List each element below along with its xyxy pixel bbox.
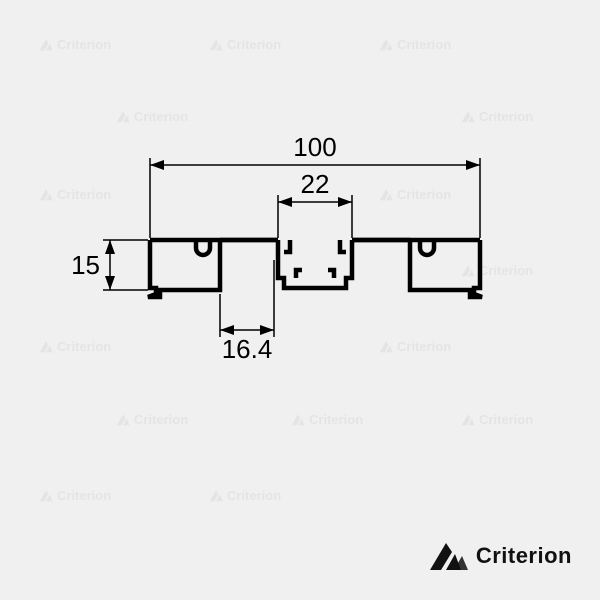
dim-15-label: 15 [71, 250, 100, 280]
watermark: Criterion [115, 108, 188, 124]
dimension-16-4: 16.4 [220, 260, 274, 364]
watermark-text: Criterion [227, 488, 281, 503]
technical-drawing: 100 22 15 16.4 [50, 130, 550, 390]
watermark: Criterion [208, 36, 281, 52]
watermark-text: Criterion [134, 109, 188, 124]
watermark-text: Criterion [227, 37, 281, 52]
watermark: Criterion [460, 411, 533, 427]
dim-22-label: 22 [301, 169, 330, 199]
brand-logo: Criterion [428, 540, 572, 572]
dimension-22: 22 [278, 169, 352, 238]
watermark: Criterion [38, 487, 111, 503]
watermark: Criterion [115, 411, 188, 427]
watermark-text: Criterion [397, 37, 451, 52]
watermark-text: Criterion [57, 37, 111, 52]
dim-100-label: 100 [293, 132, 336, 162]
watermark: Criterion [378, 36, 451, 52]
watermark-text: Criterion [479, 109, 533, 124]
dimension-15: 15 [71, 240, 148, 290]
watermark-text: Criterion [57, 488, 111, 503]
watermark-text: Criterion [309, 412, 363, 427]
profile-outline [148, 240, 482, 297]
watermark-text: Criterion [479, 412, 533, 427]
brand-name: Criterion [476, 543, 572, 569]
dim-16-4-label: 16.4 [222, 334, 273, 364]
watermark: Criterion [208, 487, 281, 503]
watermark: Criterion [460, 108, 533, 124]
criterion-logo-icon [428, 540, 470, 572]
watermark: Criterion [290, 411, 363, 427]
watermark-text: Criterion [134, 412, 188, 427]
watermark: Criterion [38, 36, 111, 52]
